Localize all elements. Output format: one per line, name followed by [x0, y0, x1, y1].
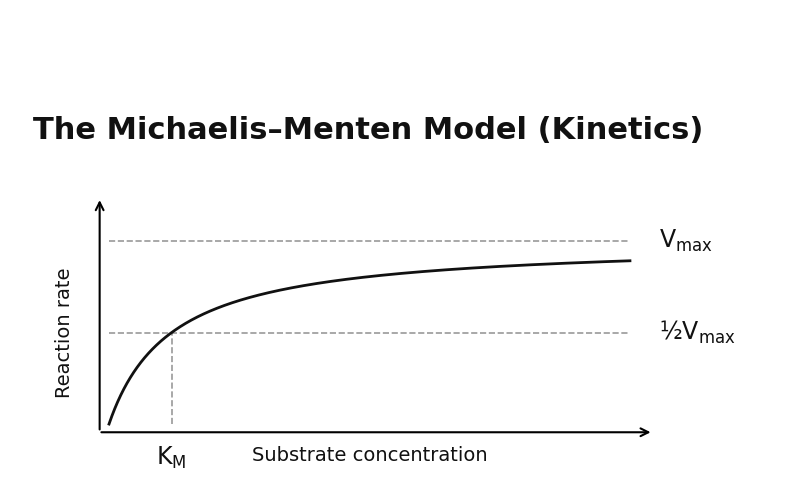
Text: ½V$_{\mathregular{max}}$: ½V$_{\mathregular{max}}$ — [658, 319, 735, 346]
Text: K$_{\mathregular{M}}$: K$_{\mathregular{M}}$ — [156, 445, 186, 471]
Text: Reaction rate: Reaction rate — [55, 268, 74, 398]
Text: V$_{\mathregular{max}}$: V$_{\mathregular{max}}$ — [658, 228, 713, 254]
Text: The Michaelis–Menten Model (Kinetics): The Michaelis–Menten Model (Kinetics) — [33, 116, 703, 144]
Text: Substrate concentration: Substrate concentration — [252, 446, 487, 464]
